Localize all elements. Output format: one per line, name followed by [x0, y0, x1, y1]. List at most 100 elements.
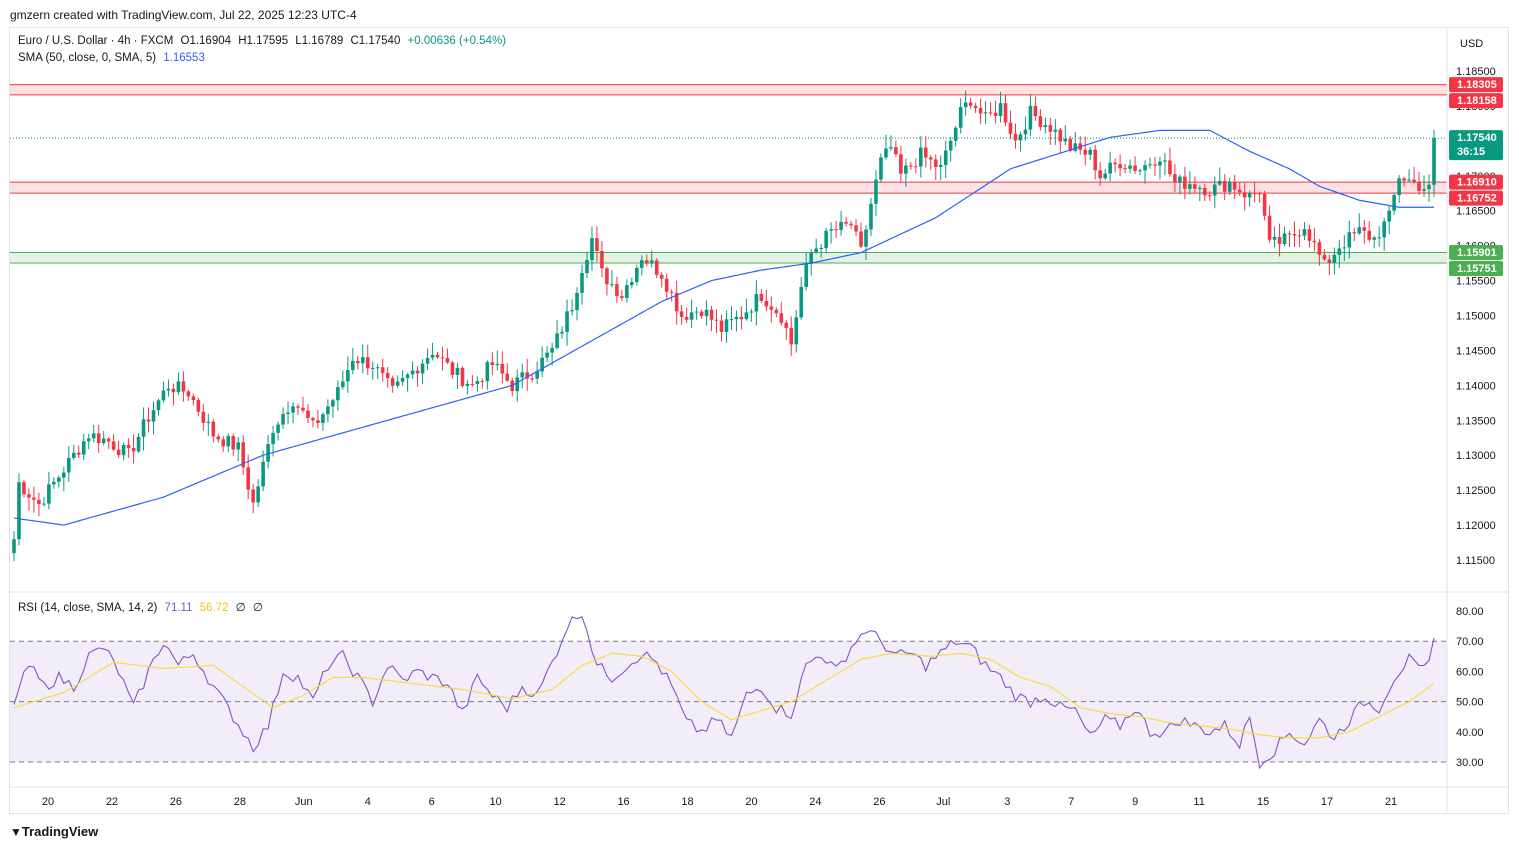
price-label-bg-support: [1449, 245, 1503, 261]
candle-body: [1282, 233, 1287, 244]
candle-body: [62, 472, 66, 478]
candle-body: [1287, 233, 1292, 235]
candle-body: [131, 447, 136, 452]
candle-body: [749, 311, 754, 313]
candle-body: [1128, 165, 1132, 169]
candle-body: [181, 381, 186, 392]
candle-body: [953, 127, 958, 141]
currency-label[interactable]: USD: [1460, 38, 1484, 50]
candle-body: [1003, 103, 1008, 123]
time-tick-label: 15: [1257, 796, 1269, 808]
candle-body: [101, 438, 106, 444]
chart-frame: [9, 27, 1509, 814]
candle-body: [1262, 193, 1267, 216]
candle-body: [535, 371, 539, 379]
rsi-layer: [10, 616, 1447, 770]
candle-body: [76, 452, 81, 455]
candle-body: [71, 452, 76, 458]
tradingview-logo[interactable]: ▼​ TradingView: [10, 824, 98, 839]
candle-body: [1048, 125, 1053, 132]
candle-body: [42, 503, 46, 505]
time-tick-label: 16: [617, 796, 629, 808]
candle-body: [111, 441, 116, 450]
candle-body: [1302, 229, 1307, 236]
tradingview-logo-icon: ▼​: [10, 825, 22, 839]
candle-body: [1342, 247, 1347, 249]
candle-body: [420, 363, 425, 374]
candle-body: [525, 372, 529, 379]
candle-body: [1043, 125, 1048, 128]
zone-support-2: [10, 252, 1447, 264]
time-tick-label: 3: [1004, 796, 1010, 808]
rsi-extra-2: ∅: [252, 602, 263, 614]
candle-body: [625, 285, 629, 298]
candle-body: [480, 381, 485, 383]
time-tick-label: 26: [170, 796, 182, 808]
candle-body: [435, 354, 440, 358]
price-label-text: 1.16752: [1457, 193, 1497, 205]
ohlc-high: H1.17595: [238, 35, 289, 47]
candle-body: [221, 439, 226, 447]
price-label-text: 1.16910: [1457, 177, 1497, 189]
candle-body: [126, 444, 131, 448]
axes-layer: 1.185001.180001.175001.170001.165001.160…: [10, 27, 1509, 814]
candle-body: [1277, 237, 1282, 244]
candle-body: [1227, 182, 1232, 192]
candle-body: [978, 107, 983, 114]
candle-body: [32, 497, 36, 500]
rsi-sma-value: 56.72: [199, 602, 229, 614]
candle-body: [998, 103, 1003, 116]
price-label-bg-resistance: [1449, 93, 1503, 109]
candle-body: [1033, 105, 1038, 117]
candle-body: [649, 260, 654, 264]
rsi-line: [13, 616, 1435, 770]
candle-body: [1352, 232, 1357, 234]
candle-body: [958, 107, 963, 128]
candle-body: [774, 309, 779, 314]
candle-body: [1272, 237, 1277, 240]
candle-body: [96, 433, 101, 444]
candle-body: [1387, 210, 1391, 222]
candle-body: [52, 481, 56, 485]
rsi-legend: RSI (14, close, SMA, 14, 2) 71.11 56.72 …: [18, 600, 263, 614]
candle-body: [1138, 170, 1142, 172]
sma-label: SMA (50, close, 0, SMA, 5): [18, 52, 157, 64]
candles-layer: [12, 90, 1436, 562]
candle-body: [141, 419, 146, 437]
candle-body: [1023, 129, 1028, 135]
candle-body: [405, 374, 410, 379]
time-tick-label: 18: [681, 796, 693, 808]
candle-body: [839, 221, 843, 230]
candle-body: [191, 396, 196, 401]
candle-body: [1307, 229, 1312, 241]
candle-body: [923, 147, 928, 158]
candle-body: [500, 363, 505, 374]
candle-body: [266, 444, 270, 462]
time-tick-label: 4: [365, 796, 371, 808]
sma-layer: [13, 129, 1434, 526]
candle-body: [684, 316, 689, 320]
candle-body: [370, 367, 375, 369]
candle-body: [914, 166, 918, 168]
candle-body: [1207, 195, 1212, 197]
candle-body: [570, 310, 574, 312]
candle-body: [1212, 184, 1217, 196]
candle-body: [1113, 162, 1117, 165]
price-label-bg-resistance: [1449, 77, 1503, 93]
rsi-tick-label: 60.00: [1456, 666, 1484, 678]
price-label-text: 1.15901: [1457, 247, 1497, 259]
candle-body: [430, 354, 435, 358]
candle-body: [1168, 160, 1172, 175]
candle-body: [121, 444, 126, 456]
candle-body: [1252, 193, 1257, 195]
price-label-text: 1.18158: [1457, 95, 1497, 107]
price-label-text: 1.18305: [1457, 79, 1497, 91]
candle-body: [67, 457, 71, 473]
candle-body: [864, 229, 868, 247]
price-tick-label: 1.12000: [1456, 520, 1496, 532]
candle-body: [1203, 187, 1207, 196]
price-tick-label: 1.18500: [1456, 66, 1496, 78]
time-tick-label: 11: [1193, 796, 1204, 808]
candle-body: [829, 229, 833, 231]
